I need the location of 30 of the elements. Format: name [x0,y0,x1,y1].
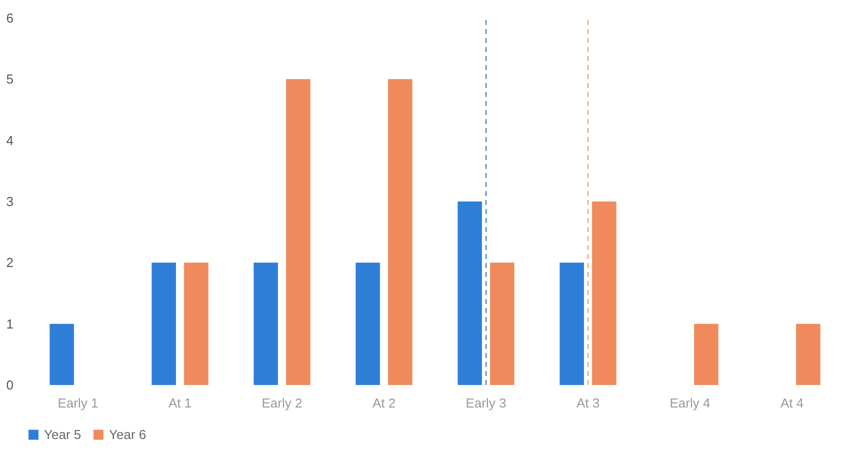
bar [356,262,380,385]
legend-label: Year 6 [109,426,146,442]
x-tick-label: At 2 [372,396,396,410]
y-tick-label: 5 [6,72,14,87]
y-tick-label: 6 [6,10,14,26]
bar [458,202,482,385]
bar [796,324,820,385]
x-tick-label: At 3 [576,396,600,410]
bar [560,262,584,385]
bar [254,262,278,385]
x-tick-label: At 4 [780,396,804,410]
x-tick-label: At 1 [168,396,192,410]
y-tick-label: 0 [6,378,14,392]
bar [184,262,208,385]
x-tick-label: Early 1 [58,396,98,410]
bar [286,79,310,385]
bar [152,262,176,385]
y-tick-label: 1 [6,316,14,332]
bar [388,79,412,385]
bar [490,262,514,385]
x-tick-label: Early 4 [670,396,710,410]
x-tick-label: Early 3 [466,396,506,410]
y-tick-label: 2 [6,255,14,270]
legend-label: Year 5 [44,426,82,442]
y-tick-label: 4 [6,132,14,148]
bar [694,324,718,385]
y-tick-label: 3 [6,194,14,209]
bar [50,324,74,385]
bar [592,202,616,385]
x-tick-label: Early 2 [262,396,302,410]
